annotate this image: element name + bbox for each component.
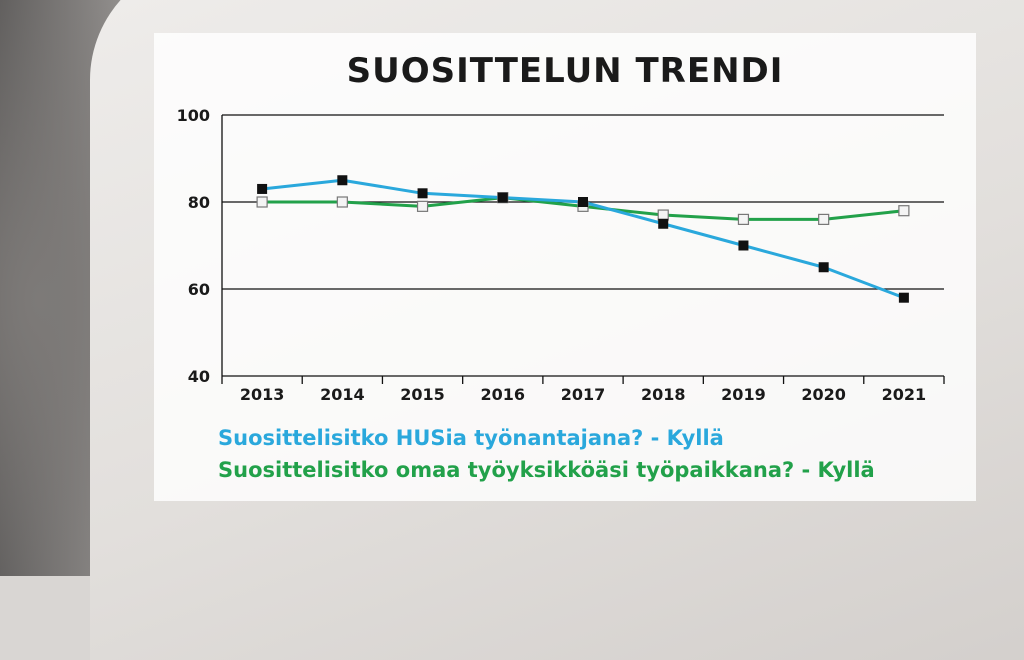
data-point-series-1	[818, 262, 829, 273]
y-tick-label: 40	[188, 367, 210, 386]
legend-series-2: Suosittelisitko omaa työyksikköäsi työpa…	[218, 458, 875, 482]
chart-title: SUOSITTELUN TRENDI	[346, 51, 784, 91]
data-point-series-2	[256, 196, 268, 208]
legend-series-1: Suosittelisitko HUSia työnantajana? - Ky…	[218, 426, 724, 450]
data-point-series-2	[336, 196, 348, 208]
data-point-series-1	[257, 183, 268, 194]
x-tick-label: 2020	[801, 385, 846, 404]
x-tick-label: 2018	[641, 385, 686, 404]
data-point-series-2	[818, 213, 830, 225]
data-point-series-2	[737, 213, 750, 225]
chart-panel: SUOSITTELUN TRENDI 100 80 60 40 2013 2014 2015…	[154, 33, 976, 501]
data-point-series-1	[658, 218, 669, 229]
x-tick-label: 2015	[400, 385, 445, 404]
data-point-series-1	[417, 188, 428, 199]
data-point-series-1	[497, 192, 508, 203]
x-tick-label: 2016	[481, 385, 526, 404]
data-point-series-1	[337, 175, 348, 186]
x-tick-label: 2013	[240, 385, 285, 404]
data-point-series-2	[416, 200, 429, 212]
x-tick-label: 2021	[882, 385, 927, 404]
data-point-series-1	[898, 292, 909, 303]
x-tick-label: 2014	[320, 385, 365, 404]
x-tick-label: 2019	[721, 385, 766, 404]
data-point-series-1	[738, 240, 749, 251]
y-tick-label: 60	[188, 280, 210, 299]
data-point-series-2	[898, 205, 910, 217]
data-point-series-1	[578, 197, 588, 207]
line-chart: 100 80 60 40 2013 2014 2015 2016 2017 2018 2019 202…	[177, 106, 945, 404]
y-tick-label: 100	[177, 106, 210, 125]
y-tick-label: 80	[188, 193, 210, 212]
x-tick-label: 2017	[561, 385, 606, 404]
data-point-series-2	[657, 209, 669, 221]
